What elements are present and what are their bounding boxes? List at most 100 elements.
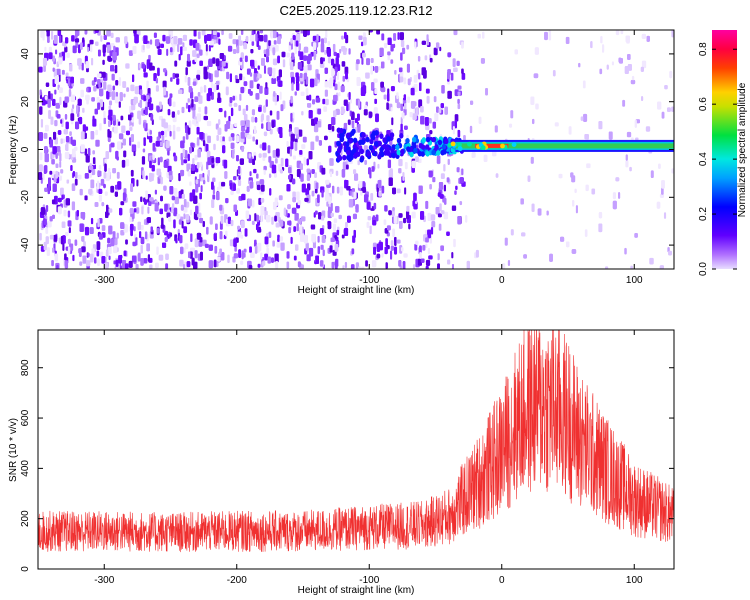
spectrogram-cell: [424, 55, 428, 61]
spectrogram-cell: [510, 110, 514, 119]
spectrogram-cell: [259, 34, 264, 42]
spectrogram-cell: [327, 124, 332, 131]
spectrogram-cell: [212, 57, 216, 64]
spectrogram-cell: [249, 171, 252, 177]
spectrogram-cell: [376, 243, 381, 253]
spectrogram-cell: [494, 125, 498, 133]
spectrogram-cell: [325, 187, 329, 196]
spectrogram-cell: [140, 236, 145, 245]
spectrogram-cell: [363, 36, 367, 46]
x-tick-label: -100: [359, 275, 379, 286]
spectrogram-cell: [222, 145, 226, 154]
spectrogram-cell: [178, 89, 183, 95]
spectrogram-cell: [347, 119, 351, 125]
spectrogram-cell: [162, 242, 167, 248]
colorbar-tick-label: 0.4: [698, 152, 709, 166]
snr-series-line: [38, 330, 674, 553]
spectrogram-cell: [241, 193, 246, 201]
spectrogram-cell: [254, 67, 257, 74]
spectrogram-cell: [191, 163, 196, 171]
spectrogram-cell: [139, 63, 142, 69]
spectrogram-cell: [333, 51, 337, 57]
spectrogram-cell: [65, 198, 71, 206]
spectrogram-cell: [661, 180, 665, 189]
spectrogram-cell: [107, 246, 112, 255]
spectrogram-cell: [371, 166, 375, 172]
spectrogram-cell: [622, 99, 626, 107]
spectrogram-cell: [278, 69, 282, 78]
spectrogram-cell: [439, 203, 442, 212]
spectrogram-cell: [578, 62, 581, 68]
spectrogram-cell: [247, 134, 252, 140]
spectrogram-cell: [152, 142, 156, 151]
spectrogram-cell: [51, 159, 55, 165]
spectrogram-cell: [66, 52, 70, 58]
spectrogram-cell: [275, 44, 279, 52]
band-blob: [450, 141, 456, 147]
spectrogram-cell: [508, 123, 513, 128]
spectrogram-cell: [165, 140, 170, 148]
spectrogram-cell: [96, 73, 102, 78]
spectrogram-cell: [381, 253, 384, 258]
spectrogram-cell: [661, 111, 665, 119]
spectrogram-cell: [196, 126, 200, 135]
spectrogram-cell: [641, 96, 644, 102]
spectrogram-cell: [150, 226, 153, 233]
spectrogram-cell: [399, 32, 404, 41]
spectrogram-cell: [154, 189, 157, 195]
spectrogram-cell: [425, 259, 431, 266]
spectrogram-cell: [143, 122, 146, 129]
spectrogram-cell: [391, 117, 394, 126]
spectrogram-cell: [461, 41, 464, 49]
spectrogram-cell: [94, 30, 99, 33]
spectrogram-cell: [230, 107, 234, 117]
spectrogram-cell: [572, 200, 575, 207]
spectrogram-cell: [74, 239, 78, 246]
spectrogram-cell: [114, 191, 118, 197]
spectrogram-cell: [194, 154, 198, 161]
colorbar-tick-label: 0.8: [698, 42, 709, 56]
spectrogram-cell: [112, 51, 117, 61]
spectrogram-cell: [114, 237, 118, 246]
spectrogram-cell: [533, 73, 539, 79]
spectrogram-cell: [306, 168, 311, 173]
spectrogram-cell: [208, 260, 214, 269]
spectrogram-cell: [335, 108, 340, 116]
spectrogram-cell: [425, 243, 428, 249]
spectrogram-cell: [339, 127, 344, 134]
spectrogram-cell: [217, 256, 221, 262]
spectrogram-cell: [294, 141, 298, 151]
spectrogram-cell: [83, 241, 86, 248]
spectrogram-cell: [205, 51, 209, 56]
spectrogram-cell: [172, 124, 176, 133]
spectrogram-cell: [234, 246, 237, 252]
spectrogram-cell: [199, 192, 202, 200]
spectrogram-cell: [139, 231, 142, 239]
spectrogram-cell: [420, 210, 425, 220]
spectrogram-cell: [232, 149, 235, 159]
spectrogram-cell: [98, 78, 101, 88]
spectrogram-cell: [230, 142, 235, 149]
spectrogram-cell: [195, 42, 200, 51]
spectrogram-cell: [60, 138, 63, 145]
spectrogram-cell: [100, 178, 105, 186]
spectrogram-cell: [659, 193, 665, 198]
spectrogram-cell: [371, 82, 375, 91]
spectrogram-cell: [128, 50, 133, 57]
spectrogram-cell: [96, 241, 101, 250]
spectrogram-cell: [92, 157, 96, 165]
spectrogram-cell: [64, 46, 68, 53]
spectrogram-cell: [266, 48, 270, 57]
spectrogram-cell: [345, 164, 349, 170]
spectrogram-cell: [229, 182, 233, 190]
spectrogram-cell: [188, 120, 192, 128]
spectrogram-cell: [346, 103, 349, 112]
spectrogram-cell: [115, 37, 120, 43]
spectrogram-cell: [413, 75, 418, 83]
spectrogram-cell: [334, 83, 338, 91]
spectrogram-cell: [301, 144, 306, 149]
spectrogram-ylabel: Frequency (Hz): [8, 116, 19, 185]
spectrogram-cell: [256, 184, 261, 191]
spectrogram-cell: [406, 44, 410, 50]
spectrogram-cell: [306, 174, 311, 182]
